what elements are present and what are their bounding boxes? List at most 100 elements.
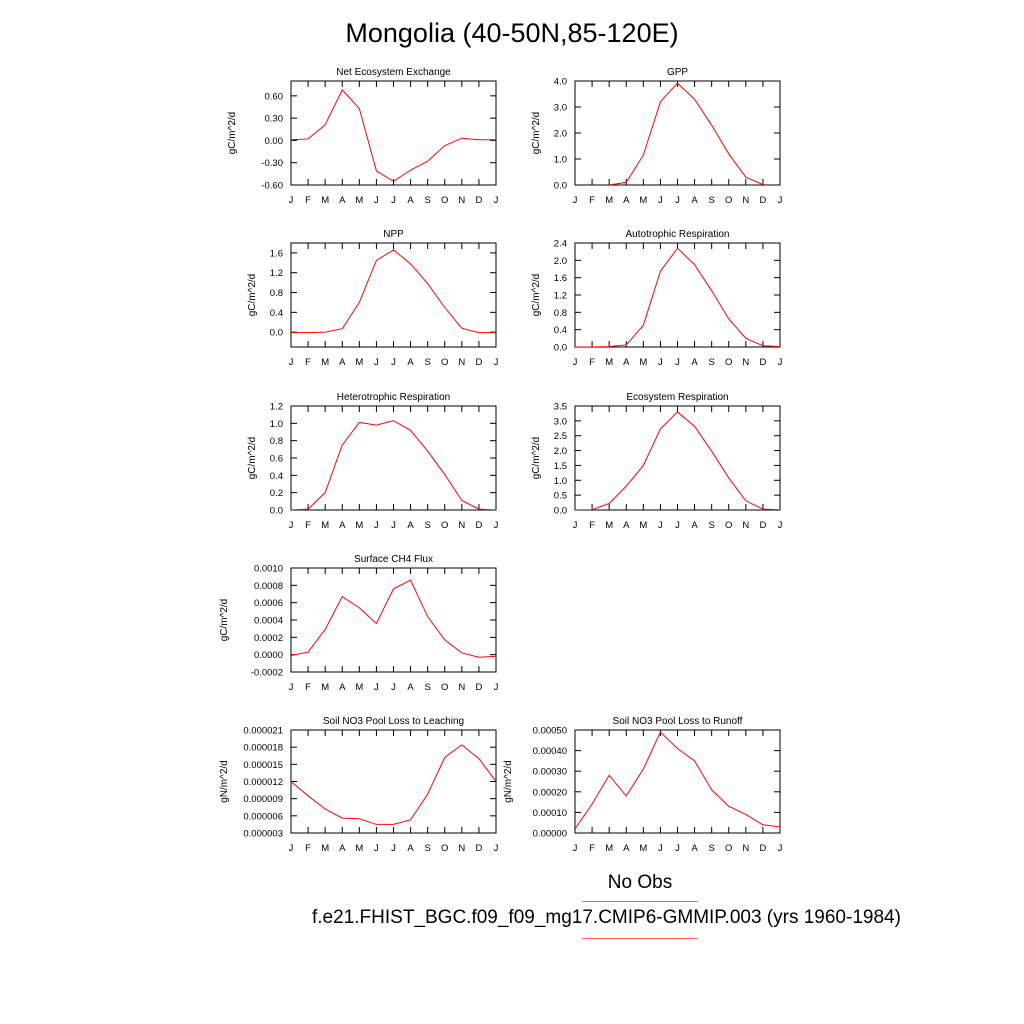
y-axis-label: gC/m^2/d <box>247 437 258 480</box>
x-tick-label: M <box>639 195 647 206</box>
y-tick-label: 0.4 <box>270 471 283 482</box>
y-tick-label: 0.00010 <box>533 808 567 819</box>
y-tick-label: 0.00050 <box>533 726 567 737</box>
y-tick-label: 1.5 <box>554 461 567 472</box>
x-tick-label: N <box>458 195 465 206</box>
x-tick-label: M <box>355 357 363 368</box>
x-tick-label: M <box>605 357 613 368</box>
panel-title: GPP <box>667 67 688 78</box>
y-tick-label: 1.2 <box>270 402 283 413</box>
x-tick-label: N <box>458 843 465 854</box>
x-tick-label: F <box>305 520 311 531</box>
y-tick-label: 0.000009 <box>243 794 283 805</box>
x-tick-label: M <box>605 843 613 854</box>
x-tick-label: F <box>305 682 311 693</box>
y-tick-label: 0.0 <box>554 343 567 354</box>
panel-title: Soil NO3 Pool Loss to Leaching <box>323 716 464 727</box>
y-tick-label: 1.2 <box>270 268 283 279</box>
x-tick-label: A <box>407 843 414 854</box>
y-axis-label: gC/m^2/d <box>531 437 542 480</box>
x-tick-label: F <box>589 843 595 854</box>
x-tick-label: D <box>759 195 766 206</box>
y-tick-label: 0.8 <box>270 436 283 447</box>
x-tick-label: O <box>441 682 448 693</box>
x-tick-label: J <box>391 682 396 693</box>
x-tick-label: A <box>407 682 414 693</box>
plot-frame <box>574 405 781 511</box>
x-tick-label: J <box>675 195 680 206</box>
x-tick-label: J <box>675 520 680 531</box>
x-tick-label: J <box>658 520 663 531</box>
x-tick-label: F <box>589 195 595 206</box>
series-line <box>575 411 780 510</box>
x-tick-label: N <box>742 520 749 531</box>
plot-frame <box>290 729 497 834</box>
x-tick-label: F <box>589 520 595 531</box>
x-tick-label: A <box>691 195 698 206</box>
y-tick-label: 0.4 <box>270 308 283 319</box>
x-tick-label: J <box>675 357 680 368</box>
x-tick-label: M <box>355 195 363 206</box>
x-tick-label: D <box>475 357 482 368</box>
y-tick-label: 0.0 <box>554 506 567 517</box>
x-tick-label: M <box>639 357 647 368</box>
x-tick-label: S <box>708 843 714 854</box>
y-tick-label: 2.0 <box>554 256 567 267</box>
x-tick-label: O <box>441 357 448 368</box>
plot-frame <box>290 242 497 348</box>
x-tick-label: O <box>441 520 448 531</box>
legend-model-line <box>582 938 698 939</box>
series-line <box>291 579 496 658</box>
x-tick-label: J <box>374 195 379 206</box>
x-tick-label: S <box>708 357 714 368</box>
x-tick-label: O <box>725 195 732 206</box>
x-tick-label: O <box>725 843 732 854</box>
panel-title: Surface CH4 Flux <box>354 554 433 565</box>
panel-title: Net Ecosystem Exchange <box>336 67 451 78</box>
x-tick-label: A <box>691 357 698 368</box>
x-tick-label: O <box>725 520 732 531</box>
x-tick-label: D <box>475 682 482 693</box>
panel-title: Soil NO3 Pool Loss to Runoff <box>613 716 743 727</box>
y-tick-label: 0.000003 <box>243 829 283 840</box>
x-tick-label: J <box>494 843 499 854</box>
x-tick-label: N <box>742 843 749 854</box>
x-tick-label: O <box>441 195 448 206</box>
y-tick-label: 3.5 <box>554 402 567 413</box>
x-tick-label: M <box>639 843 647 854</box>
legend-obs-line <box>582 901 698 902</box>
plot-frame <box>290 567 497 673</box>
x-tick-label: J <box>778 195 783 206</box>
x-tick-label: O <box>725 357 732 368</box>
y-tick-label: 0.0 <box>270 506 283 517</box>
x-tick-label: M <box>355 520 363 531</box>
x-tick-label: J <box>573 195 578 206</box>
x-tick-label: J <box>675 843 680 854</box>
x-tick-label: M <box>605 195 613 206</box>
x-tick-label: A <box>339 520 346 531</box>
y-tick-label: 0.000018 <box>243 743 283 754</box>
plot-frame <box>574 242 781 348</box>
y-tick-label: 0.0010 <box>254 564 283 575</box>
x-tick-label: J <box>573 357 578 368</box>
x-tick-label: D <box>759 357 766 368</box>
x-tick-label: M <box>321 843 329 854</box>
y-tick-label: 0.000012 <box>243 777 283 788</box>
panel-title: Heterotrophic Respiration <box>337 392 450 403</box>
x-tick-label: S <box>708 195 714 206</box>
x-tick-label: A <box>407 520 414 531</box>
x-tick-label: A <box>623 520 630 531</box>
y-tick-label: 1.6 <box>554 273 567 284</box>
x-tick-label: M <box>321 520 329 531</box>
page-title: Mongolia (40-50N,85-120E) <box>345 18 679 48</box>
series-line <box>575 731 780 830</box>
y-tick-label: 0.00020 <box>533 787 567 798</box>
y-tick-label: 2.5 <box>554 431 567 442</box>
y-axis-label: gC/m^2/d <box>227 112 238 155</box>
